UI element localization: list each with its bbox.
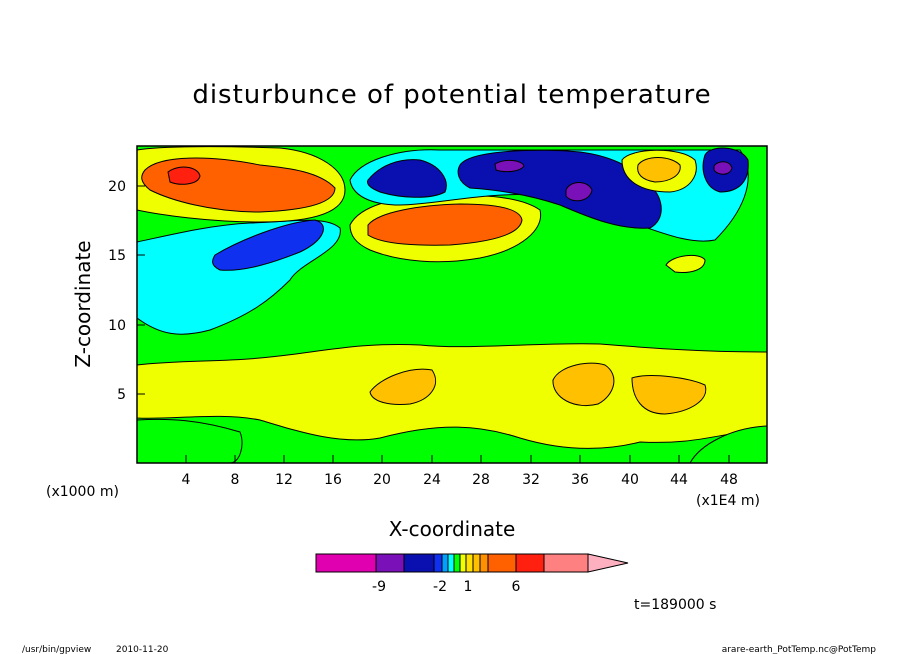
x-tick-label: 4 <box>182 472 191 488</box>
chart-title: disturbunce of potential temperature <box>192 80 711 110</box>
colorbar-segment <box>459 553 467 573</box>
colorbar-segment <box>487 553 517 573</box>
colorbar-segment <box>441 553 449 573</box>
colorbar-segment <box>315 553 377 573</box>
x-tick-label: 36 <box>571 472 589 488</box>
y-axis: 5 10 15 20 Z-coordinate <box>71 179 145 403</box>
region-orange-center-lobe <box>367 203 523 246</box>
source-annotation: arare-earth_PotTemp.nc@PotTemp <box>722 645 877 654</box>
program-annotation: /usr/bin/gpview <box>22 645 91 654</box>
colorbar-segment <box>433 553 443 573</box>
y-tick-label: 5 <box>117 387 126 403</box>
y-tick-label: 20 <box>108 179 126 195</box>
y-axis-label: Z-coordinate <box>71 240 95 367</box>
x-tick-label: 24 <box>423 472 441 488</box>
x-tick-label: 20 <box>373 472 391 488</box>
colorbar-arrow <box>587 553 629 573</box>
region-red-upper-left <box>167 166 201 185</box>
contour-field <box>137 146 767 463</box>
colorbar-segment <box>479 553 489 573</box>
x-units-label: (x1000 m) <box>46 484 119 500</box>
x-axis: 4 8 12 16 20 24 28 32 36 40 44 48 (x1000… <box>46 455 760 541</box>
colorbar-segment <box>472 553 481 573</box>
x-tick-label: 16 <box>324 472 342 488</box>
x-tick-label: 8 <box>231 472 240 488</box>
colorbar <box>315 553 629 573</box>
colorbar-segment <box>447 553 455 573</box>
colorbar-tick-label: -9 <box>372 579 386 595</box>
plot-frame <box>136 145 768 464</box>
colorbar-segment <box>465 553 474 573</box>
x-tick-label: 40 <box>621 472 639 488</box>
region-purple-3 <box>713 161 733 175</box>
y-tick-label: 15 <box>108 248 126 264</box>
time-annotation: t=189000 s <box>634 597 716 613</box>
x-tick-label: 12 <box>275 472 293 488</box>
colorbar-segment <box>403 553 435 573</box>
date-annotation: 2010-11-20 <box>116 645 169 654</box>
region-orange-right <box>631 375 707 415</box>
region-orange-center <box>552 362 615 406</box>
colorbar-tick-label: -2 <box>433 579 447 595</box>
colorbar-tick-label: 1 <box>464 579 473 595</box>
region-navy-left <box>367 159 447 198</box>
x-scale-label: (x1E4 m) <box>696 493 760 509</box>
region-orange-left <box>369 368 437 405</box>
colorbar-segment <box>375 553 405 573</box>
region-purple-1 <box>494 159 525 173</box>
x-tick-label: 32 <box>522 472 540 488</box>
region-orange-upper-right <box>637 157 681 183</box>
colorbar-segment <box>453 553 461 573</box>
x-axis-label: X-coordinate <box>389 517 516 541</box>
region-yellow-spot <box>665 254 706 273</box>
colorbar-tick-label: 6 <box>512 579 521 595</box>
region-green-bottom-left <box>137 418 243 463</box>
colorbar-segment <box>515 553 545 573</box>
region-purple-2 <box>565 182 593 202</box>
region-blue-left <box>212 219 324 271</box>
x-tick-label: 44 <box>670 472 688 488</box>
y-tick-label: 10 <box>108 318 126 334</box>
x-tick-label: 48 <box>720 472 738 488</box>
colorbar-segment <box>543 553 589 573</box>
x-tick-label: 28 <box>472 472 490 488</box>
